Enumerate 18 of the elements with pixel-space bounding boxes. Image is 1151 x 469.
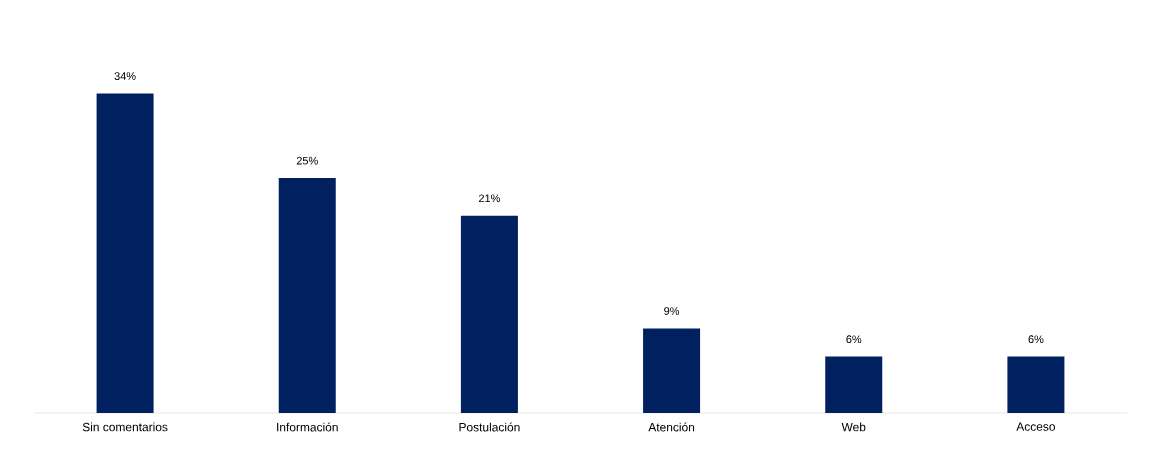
x-tick-label: Postulación [459,422,520,432]
data-label: 34% [114,72,136,80]
bar [825,356,883,413]
x-tick-label: Web [841,422,866,432]
x-tick-label: Atención [648,422,695,432]
bar [1007,356,1065,413]
data-label: 21% [478,194,500,203]
data-label: 9% [664,307,680,315]
x-tick-label: Información [277,422,338,432]
data-label: 25% [296,156,318,165]
bar [460,215,518,413]
bar [643,328,701,413]
bar [96,93,154,413]
x-tick-label: Sin comentarios [82,422,168,432]
bar [278,178,336,413]
data-label: 6% [846,335,862,344]
x-tick-label: Acceso [1016,422,1055,431]
data-label: 6% [1028,335,1044,344]
